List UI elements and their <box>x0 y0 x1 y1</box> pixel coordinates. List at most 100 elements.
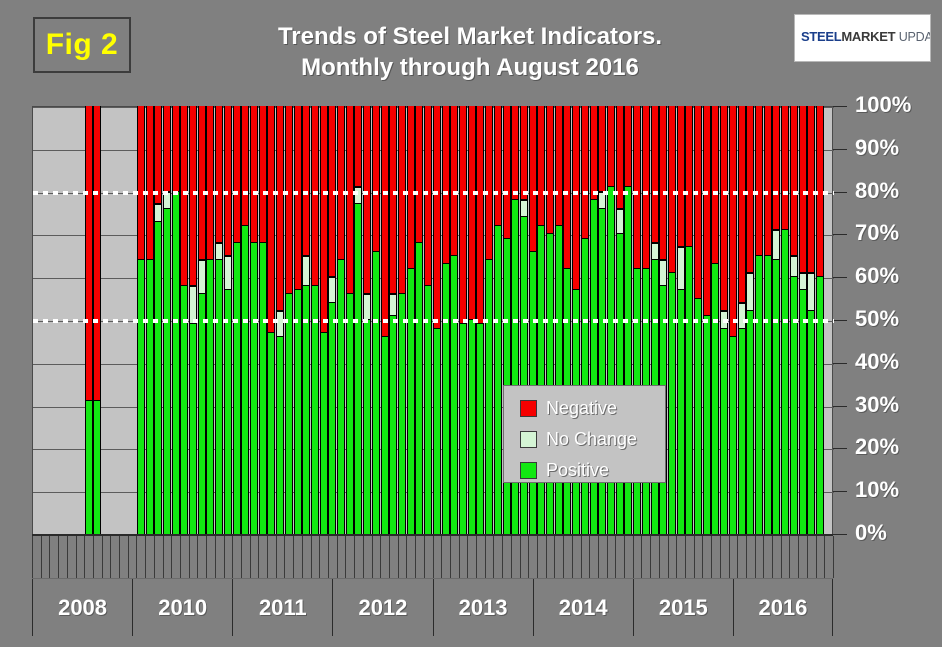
x-axis-tick <box>728 536 730 578</box>
bar-segment-no-change <box>660 260 667 286</box>
y-axis-label: 40% <box>855 348 900 374</box>
bar-segment-no-change <box>303 255 310 286</box>
bar-segment-positive <box>172 191 179 534</box>
bar-segment-negative <box>686 106 693 248</box>
x-axis-tick <box>197 536 199 578</box>
legend-label: No Change <box>546 429 638 449</box>
bar-segment-positive <box>277 337 284 534</box>
y-axis-tick <box>833 448 847 450</box>
bar-segment-no-change <box>198 260 205 295</box>
bar-segment-negative <box>555 106 562 226</box>
year-label: 2016 <box>758 594 808 620</box>
x-axis-tick <box>772 536 774 578</box>
bar-segment-positive <box>190 324 197 534</box>
logo-word-update: UPDATE <box>898 30 931 44</box>
bar-segment-no-change <box>390 294 397 316</box>
bar-segment-negative <box>642 106 649 269</box>
figure-badge: Fig 2 <box>33 17 131 73</box>
bar-segment-negative <box>233 106 240 243</box>
bar-segment-positive <box>268 332 275 534</box>
bar-segment-positive <box>538 225 545 534</box>
bar-segment-no-change <box>808 272 815 312</box>
x-axis-tick <box>563 536 565 578</box>
x-axis-tick <box>467 536 469 578</box>
bar-segment-no-change <box>277 311 284 338</box>
y-axis-label: 60% <box>855 263 900 289</box>
logo-word-steel: STEEL <box>801 29 842 44</box>
x-axis-tick <box>597 536 599 578</box>
bar-segment-negative <box>372 106 379 252</box>
bar-segment-no-change <box>355 187 362 205</box>
x-axis-tick <box>371 536 373 578</box>
legend-item-negative[interactable]: Negative <box>520 393 665 424</box>
x-axis-tick <box>58 536 60 578</box>
x-axis-year-2016: 2016 <box>732 579 833 636</box>
bar-segment-negative <box>529 106 536 252</box>
bar-segment-positive <box>311 285 318 534</box>
x-axis-tick <box>589 536 591 578</box>
bar-segment-negative <box>773 106 780 231</box>
bar-segment-negative <box>355 106 362 188</box>
bar-segment-negative <box>224 106 231 256</box>
bar-segment-no-change <box>520 200 527 218</box>
x-axis-tick <box>84 536 86 578</box>
x-axis-tick <box>711 536 713 578</box>
legend-item-positive[interactable]: Positive <box>520 455 665 486</box>
chart-plot-wrap <box>32 106 834 534</box>
bar-segment-positive <box>303 285 310 534</box>
y-axis-tick <box>833 320 847 321</box>
x-axis-tick <box>702 536 704 578</box>
bar-segment-negative <box>729 106 736 338</box>
bar-segment-positive <box>242 225 249 534</box>
bar-segment-positive <box>224 290 231 534</box>
bar-segment-negative <box>651 106 658 243</box>
bar-segment-negative <box>303 106 310 256</box>
y-axis-label: 70% <box>855 220 900 246</box>
x-axis-tick <box>145 536 147 578</box>
x-axis-tick <box>101 536 103 578</box>
legend-item-no-change[interactable]: No Change <box>520 424 665 455</box>
bar-segment-negative <box>251 106 258 243</box>
x-axis-tick <box>136 536 138 578</box>
figure-badge-label: Fig 2 <box>45 28 119 61</box>
x-axis-tick <box>380 536 382 578</box>
x-axis-tick <box>171 536 173 578</box>
x-axis-tick <box>206 536 208 578</box>
x-axis-tick <box>397 536 399 578</box>
y-axis-label: 20% <box>855 434 900 460</box>
bar-segment-negative <box>799 106 806 273</box>
bar-segment-positive <box>607 187 614 534</box>
bar-segment-positive <box>399 294 406 534</box>
bar-segment-no-change <box>738 302 745 329</box>
x-axis-tick <box>806 536 808 578</box>
x-axis-tick <box>484 536 486 578</box>
bar-segment-no-change <box>190 285 197 325</box>
x-axis-year-2012: 2012 <box>332 579 432 636</box>
bar-segment-negative <box>721 106 728 312</box>
x-axis-tick <box>388 536 390 578</box>
legend-label: Negative <box>546 398 618 418</box>
year-label: 2010 <box>158 594 208 620</box>
bar-segment-negative <box>459 106 466 325</box>
bar-segment-positive <box>338 260 345 534</box>
x-axis-tick <box>624 536 626 578</box>
legend-swatch-icon <box>520 400 537 417</box>
title-line-2: Monthly through August 2016 <box>301 53 639 81</box>
bar-segment-negative <box>172 106 179 192</box>
x-axis-tick <box>441 536 443 578</box>
x-axis-tick <box>554 536 556 578</box>
bar-segment-negative <box>738 106 745 303</box>
bar-segment-positive <box>686 247 693 534</box>
x-axis-tick <box>745 536 747 578</box>
x-axis-tick <box>223 536 225 578</box>
x-axis-tick <box>336 536 338 578</box>
bar-segment-positive <box>233 242 240 534</box>
x-axis-tick <box>188 536 190 578</box>
x-axis-tick <box>232 536 234 578</box>
bar-segment-negative <box>277 106 284 312</box>
y-axis-label: 50% <box>855 306 900 331</box>
bar-segment-negative <box>616 106 623 209</box>
bar-segment-positive <box>520 217 527 534</box>
year-label: 2012 <box>358 594 408 620</box>
x-axis-tick <box>66 536 68 578</box>
